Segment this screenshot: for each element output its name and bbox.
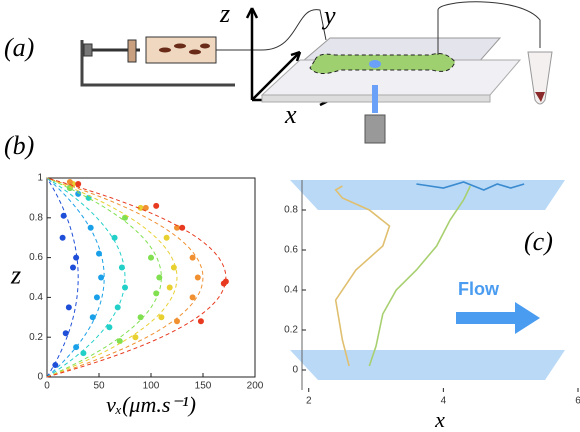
annotation: Flow bbox=[458, 279, 500, 299]
data-point bbox=[221, 280, 227, 286]
x-tick-label: 100 bbox=[143, 381, 160, 392]
data-point bbox=[75, 181, 81, 187]
y-tick-label: 0.4 bbox=[284, 285, 298, 296]
data-point bbox=[190, 255, 196, 261]
data-point bbox=[167, 284, 173, 290]
x-tick-label: 2 bbox=[306, 396, 312, 407]
panel-label: (a) bbox=[4, 33, 34, 62]
axis-label: x bbox=[284, 100, 297, 129]
data-point bbox=[119, 265, 125, 271]
data-point bbox=[67, 179, 73, 185]
y-tick-label: 0.6 bbox=[284, 245, 298, 256]
data-point bbox=[96, 251, 102, 257]
data-point bbox=[171, 265, 177, 271]
panel-label: (c) bbox=[524, 227, 553, 256]
x-tick-label: 4 bbox=[441, 396, 447, 407]
data-point bbox=[198, 318, 204, 324]
data-point bbox=[132, 334, 138, 340]
trajectory bbox=[369, 186, 470, 366]
y-tick-label: 0.2 bbox=[284, 325, 298, 336]
data-point bbox=[153, 290, 159, 296]
data-point bbox=[73, 255, 79, 261]
x-tick-label: 200 bbox=[247, 381, 264, 392]
axis-label: y bbox=[321, 1, 336, 30]
data-point bbox=[70, 265, 76, 271]
x-tick-label: 150 bbox=[195, 381, 212, 392]
data-point bbox=[98, 275, 104, 281]
data-point bbox=[195, 275, 201, 281]
y-tick-label: 0.4 bbox=[29, 292, 43, 303]
figure: (a) z y x (b) (c) Flow 0 0.2 0.4 0.6 0.8 1 0 50… bbox=[0, 0, 580, 427]
data-point bbox=[174, 318, 180, 324]
planes bbox=[290, 180, 565, 380]
y-tick-label: 0 bbox=[37, 372, 43, 383]
data-point bbox=[190, 294, 196, 300]
data-point bbox=[156, 275, 162, 281]
y-tick-label: 0.8 bbox=[29, 212, 43, 223]
data-point bbox=[73, 344, 79, 350]
data-point bbox=[148, 255, 154, 261]
trajectory bbox=[336, 186, 390, 366]
data-point bbox=[122, 284, 128, 290]
data-point bbox=[60, 235, 66, 241]
data-point bbox=[80, 350, 86, 356]
data-point bbox=[179, 225, 185, 231]
data-point bbox=[61, 213, 67, 219]
y-tick-label: 0.2 bbox=[29, 332, 43, 343]
fit-curve bbox=[47, 178, 203, 377]
x-tick-label: 50 bbox=[93, 381, 105, 392]
setup-diagram bbox=[82, 2, 552, 143]
data-point bbox=[94, 294, 100, 300]
data-point bbox=[158, 314, 164, 320]
panel-label: (b) bbox=[4, 131, 34, 160]
data-point bbox=[138, 314, 144, 320]
axis-label: z bbox=[219, 0, 230, 28]
data-point bbox=[66, 304, 72, 310]
data-point bbox=[164, 235, 170, 241]
x-axis-label: x bbox=[434, 407, 445, 427]
y-tick-label: 0 bbox=[292, 365, 298, 376]
data-point bbox=[88, 225, 94, 231]
data-point bbox=[153, 203, 159, 209]
x-tick-label: 6 bbox=[575, 396, 580, 407]
data-point bbox=[112, 235, 118, 241]
data-point bbox=[115, 304, 121, 310]
y-axis-label: z bbox=[10, 260, 21, 289]
x-axis-label: vₓ(μm.s⁻¹) bbox=[106, 392, 196, 417]
y-tick-label: 0.8 bbox=[284, 205, 298, 216]
data-point bbox=[63, 330, 69, 336]
data-point bbox=[90, 314, 96, 320]
x-tick-label: 0 bbox=[44, 381, 50, 392]
y-tick-label: 1 bbox=[37, 173, 43, 184]
y-tick-label: 0.6 bbox=[29, 252, 43, 263]
data-point bbox=[106, 324, 112, 330]
